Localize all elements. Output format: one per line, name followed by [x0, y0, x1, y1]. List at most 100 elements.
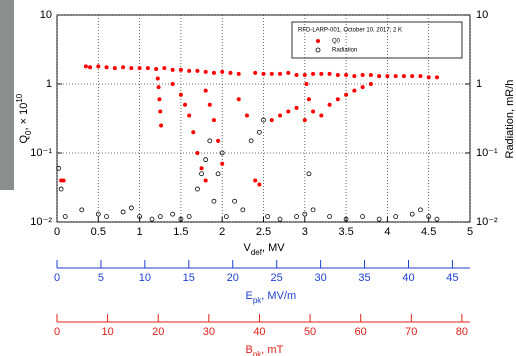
y-tick-label: 10⁻¹ [30, 147, 52, 159]
point [401, 74, 406, 79]
point [294, 214, 299, 219]
legend-label: Q0 [332, 39, 341, 45]
bpk_axis-label-part: , mT [261, 344, 283, 356]
point [352, 88, 357, 93]
point [256, 129, 262, 135]
point [310, 207, 316, 213]
bpk_axis-tick-label: 20 [152, 326, 164, 338]
point [393, 74, 398, 79]
point [302, 211, 308, 217]
legend-title: RFD-LARP-001, October 10, 2017; 2 K [298, 28, 402, 34]
epk_axis-tick-label: 5 [98, 272, 104, 284]
point [137, 66, 142, 71]
point [306, 171, 312, 177]
point [426, 214, 432, 219]
point [220, 161, 225, 166]
y2-axis-label: Radiation, mR/h [504, 80, 516, 159]
point [410, 74, 415, 79]
epk_axis-tick-label: 25 [271, 272, 283, 284]
point [306, 97, 311, 102]
point [269, 118, 274, 123]
point [207, 138, 213, 144]
point [385, 74, 390, 79]
point [269, 71, 274, 76]
point [236, 97, 241, 102]
bpk_axis-tick-label: 10 [101, 326, 113, 338]
point [195, 68, 200, 73]
x-tick-label: 0.5 [91, 226, 106, 238]
bpk_axis-label-part: pk [253, 350, 262, 356]
photo-edge [0, 0, 14, 190]
point [368, 73, 373, 78]
point [278, 113, 283, 118]
point [327, 71, 332, 76]
point [302, 73, 307, 78]
x-axis-label-part: , MV [262, 242, 285, 254]
point [215, 171, 221, 177]
point [203, 88, 208, 93]
epk_axis-tick-label: 10 [139, 272, 151, 284]
epk_axis-tick-label: 0 [54, 272, 60, 284]
point [236, 71, 241, 76]
point [311, 71, 316, 76]
point [244, 113, 249, 118]
point [62, 214, 68, 219]
point [311, 109, 316, 114]
point [211, 198, 217, 204]
point [377, 74, 382, 79]
epk_axis-label-part: E [246, 290, 253, 302]
legend-label: Radiation [332, 48, 357, 54]
y-tick-label: 1 [46, 78, 52, 90]
point [426, 75, 431, 80]
epk_axis-label: Epk, MV/m [246, 290, 297, 305]
bpk_axis-tick-label: 40 [253, 326, 265, 338]
point [261, 117, 266, 123]
point [327, 214, 332, 219]
point [186, 214, 192, 219]
point [343, 216, 349, 222]
x-tick-label: 2.5 [256, 226, 271, 238]
point [137, 214, 143, 219]
point [199, 166, 204, 171]
point [327, 102, 332, 107]
epk_axis-tick-label: 20 [227, 272, 239, 284]
bpk_axis-tick-label: 80 [456, 326, 468, 338]
point [61, 178, 66, 183]
point [409, 211, 415, 217]
point [360, 73, 365, 78]
point [155, 76, 160, 81]
point [170, 211, 176, 217]
point [319, 71, 324, 76]
epk_axis-tick-label: 40 [402, 272, 414, 284]
point [228, 70, 233, 75]
point [277, 216, 283, 222]
point [162, 66, 167, 71]
point [170, 82, 175, 86]
legend-box [291, 21, 463, 59]
point [128, 205, 134, 211]
point [112, 66, 117, 71]
x-tick-label: 4 [384, 226, 390, 238]
y-tick-label: 10⁻² [30, 216, 52, 228]
point [335, 97, 340, 102]
x-tick-label: 3 [302, 226, 308, 238]
y-axis-label-part: , × 10 [18, 103, 30, 131]
point [278, 71, 283, 76]
point [191, 130, 196, 135]
x-tick-label: 5 [467, 226, 473, 238]
y-axis-label-part: Q [18, 135, 30, 144]
point [149, 216, 155, 222]
point [145, 66, 150, 71]
point [211, 118, 216, 123]
point [253, 178, 258, 183]
legend-marker [315, 47, 321, 53]
point [156, 85, 161, 90]
point [178, 67, 183, 72]
point [286, 70, 291, 75]
epk_axis-label-part: , MV/m [261, 290, 296, 302]
point [207, 102, 212, 107]
point [158, 109, 163, 114]
point [83, 64, 88, 69]
